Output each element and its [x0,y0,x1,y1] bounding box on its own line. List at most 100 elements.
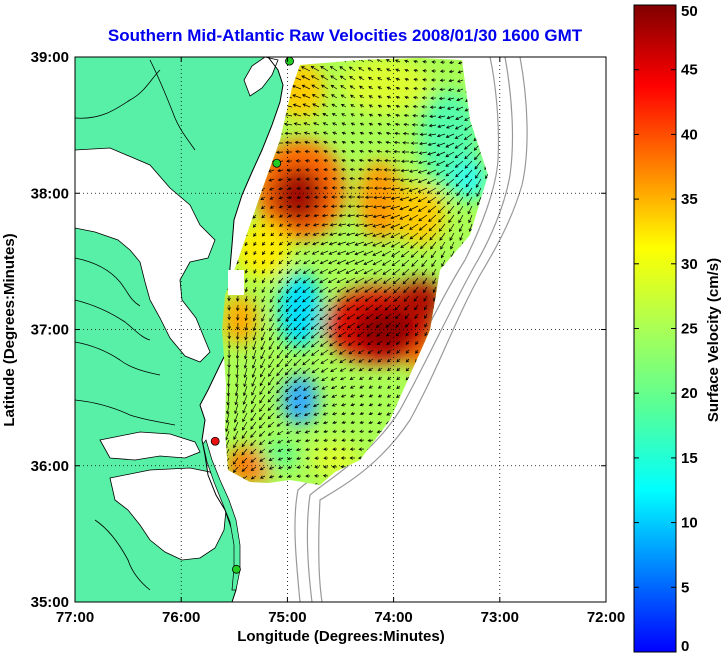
velocity-arrow [386,340,392,346]
velocity-arrow [327,286,338,293]
velocity-arrow [456,97,464,102]
velocity-arrow [277,168,284,173]
velocity-arrow [408,178,419,183]
velocity-arrow [331,177,338,181]
velocity-arrow [384,149,392,154]
velocity-arrow [419,232,428,240]
velocity-arrow [408,196,419,202]
velocity-arrow [293,349,302,358]
velocity-arrow [346,304,356,311]
velocity-arrow [368,122,374,127]
velocity-arrow [295,232,302,236]
velocity-arrow [313,131,320,135]
velocity-arrow [386,95,392,100]
velocity-arrow [421,259,428,268]
velocity-arrow [259,403,266,412]
velocity-arrow [408,214,419,221]
velocity-arrow [261,232,266,237]
velocity-arrow [303,412,311,417]
velocity-arrow [412,95,419,100]
velocity-arrow [457,205,464,215]
velocity-arrow [357,176,365,181]
velocity-arrow [390,241,401,248]
velocity-arrow [430,241,437,250]
velocity-arrow [436,151,446,157]
velocity-arrow [381,241,392,247]
velocity-arrow [345,259,356,265]
velocity-arrow [386,349,392,354]
velocity-arrow [354,259,365,265]
velocity-arrow [332,149,338,154]
velocity-arrow [284,349,293,359]
velocity-arrow [278,195,284,200]
velocity-arrow [474,160,482,170]
velocity-arrow [320,84,329,90]
velocity-arrow [268,358,275,369]
velocity-arrow [300,66,311,72]
velocity-arrow [242,412,248,423]
velocity-arrow [242,394,248,405]
velocity-arrow [382,186,392,191]
velocity-arrow [405,340,410,346]
velocity-arrow [287,214,293,218]
velocity-arrow [322,403,329,407]
velocity-arrow [366,331,374,337]
y-tick-label: 36:00 [31,458,69,475]
velocity-arrow [454,160,464,168]
velocity-arrow [375,313,383,320]
velocity-arrow [358,85,365,90]
velocity-arrow [420,123,428,127]
velocity-arrow [411,259,419,267]
velocity-arrow [365,186,374,190]
velocity-arrow [287,465,293,470]
velocity-arrow [235,304,240,312]
velocity-arrow [285,412,293,418]
velocity-arrow [227,349,231,359]
velocity-arrow [364,286,374,293]
velocity-arrow [417,205,428,212]
velocity-arrow [394,59,401,63]
velocity-arrow [242,385,248,397]
velocity-arrow [244,259,249,265]
velocity-arrow [286,259,293,265]
velocity-arrow [244,313,248,322]
velocity-arrow [286,448,293,452]
velocity-arrow [330,84,338,90]
velocity-arrow [400,168,410,173]
velocity-arrow [310,295,320,303]
colorbar-gradient [633,4,677,653]
velocity-arrow [235,322,240,331]
velocity-arrow [313,429,320,434]
velocity-arrow [278,474,284,479]
velocity-arrow [417,196,428,203]
isobath-2 [306,57,514,602]
velocity-arrow [393,149,401,154]
hf-radar-stations [210,56,294,574]
velocity-arrow [401,268,410,276]
velocity-arrow [328,313,338,320]
velocity-arrow [354,232,365,237]
velocity-arrow [314,465,320,469]
x-axis-label: Longitude (Degrees:Minutes) [237,628,445,645]
velocity-arrow [404,313,410,320]
velocity-arrow [350,140,356,145]
velocity-arrow [284,376,293,384]
velocity-arrow [409,232,419,240]
velocity-arrow [232,457,239,465]
velocity-arrow [320,367,329,373]
velocity-arrow [302,286,311,293]
velocity-arrow [377,385,383,389]
velocity-arrow [259,385,266,396]
velocity-arrow [294,131,302,135]
radar-station-marker [285,56,294,66]
velocity-arrow [428,133,437,137]
velocity-arrow [346,322,356,329]
velocity-arrow [423,304,428,311]
velocity-arrow [449,223,455,233]
velocity-arrow [269,304,275,313]
velocity-arrow [376,149,383,154]
velocity-arrow [319,259,329,265]
velocity-arrow [305,447,311,452]
velocity-arrow [430,250,437,259]
velocity-arrow [323,177,329,181]
